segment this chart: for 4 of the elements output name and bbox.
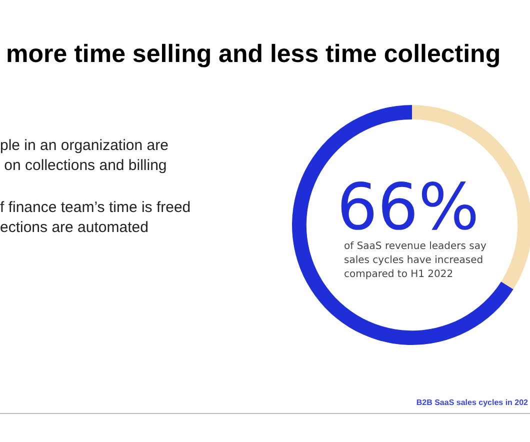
text: B2B SaaS sales cycles in 202 (416, 398, 528, 407)
text: f finance team’s time is freed ections are automated (0, 198, 191, 238)
text: ple in an organization are on collections and billing (0, 136, 168, 176)
chart-title: more time selling and less time collecting (6, 40, 501, 69)
